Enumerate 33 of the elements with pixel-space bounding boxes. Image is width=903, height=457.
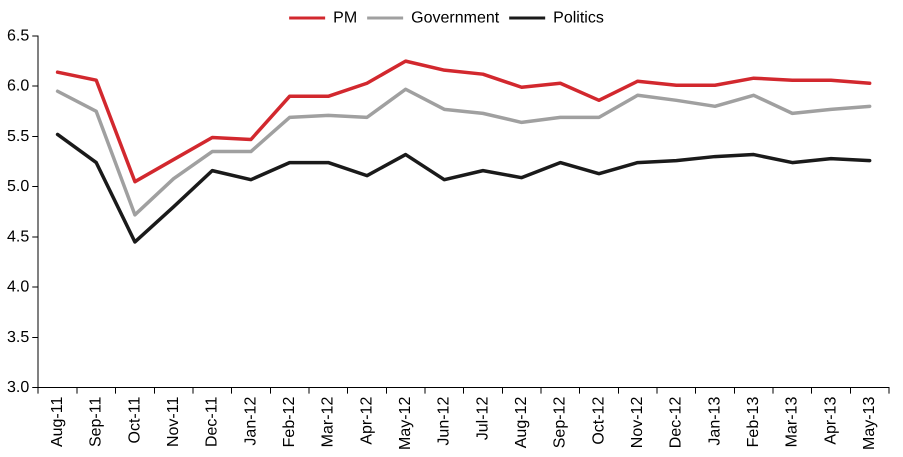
legend-label: PM (333, 9, 358, 26)
x-tick-label: May-13 (861, 396, 878, 450)
y-tick-label: 6.0 (6, 78, 30, 95)
y-tick-label: 5.5 (6, 128, 30, 145)
y-tick-label: 4.5 (6, 228, 30, 246)
x-tick-label: Jul-12 (474, 396, 492, 440)
y-tick-label: 3.0 (6, 379, 30, 396)
x-tick-label: Mar-12 (320, 396, 337, 448)
legend-label: Government (411, 9, 500, 26)
x-tick-label: Dec-12 (668, 396, 685, 448)
x-tick-label: Aug-11 (48, 396, 66, 448)
x-tick-label: Oct-12 (590, 396, 608, 445)
x-tick-label: Dec-11 (204, 396, 221, 448)
x-tick-label: Jan-13 (706, 396, 724, 446)
x-tick-label: Sep-11 (88, 396, 105, 448)
x-tick-label: Jun-12 (436, 396, 453, 446)
x-tick-label: Mar-13 (784, 396, 801, 448)
x-tick-label: Feb-13 (745, 396, 762, 448)
y-tick-label: 6.5 (6, 27, 30, 44)
y-tick-label: 3.5 (6, 328, 30, 346)
x-tick-label: Oct-11 (126, 396, 144, 444)
x-tick-label: Nov-11 (164, 396, 182, 448)
y-tick-label: 4.0 (6, 278, 30, 296)
x-tick-label: May-12 (397, 396, 414, 450)
x-tick-label: Apr-13 (822, 396, 840, 445)
y-tick-label: 5.0 (6, 178, 30, 196)
x-tick-label: Jan-12 (242, 396, 260, 446)
x-tick-label: Apr-12 (358, 396, 376, 445)
legend-label: Politics (553, 9, 604, 26)
x-tick-label: Nov-12 (629, 396, 646, 448)
x-tick-label: Aug-12 (513, 396, 530, 448)
x-tick-label: Sep-12 (552, 396, 569, 448)
x-tick-label: Feb-12 (281, 396, 298, 448)
